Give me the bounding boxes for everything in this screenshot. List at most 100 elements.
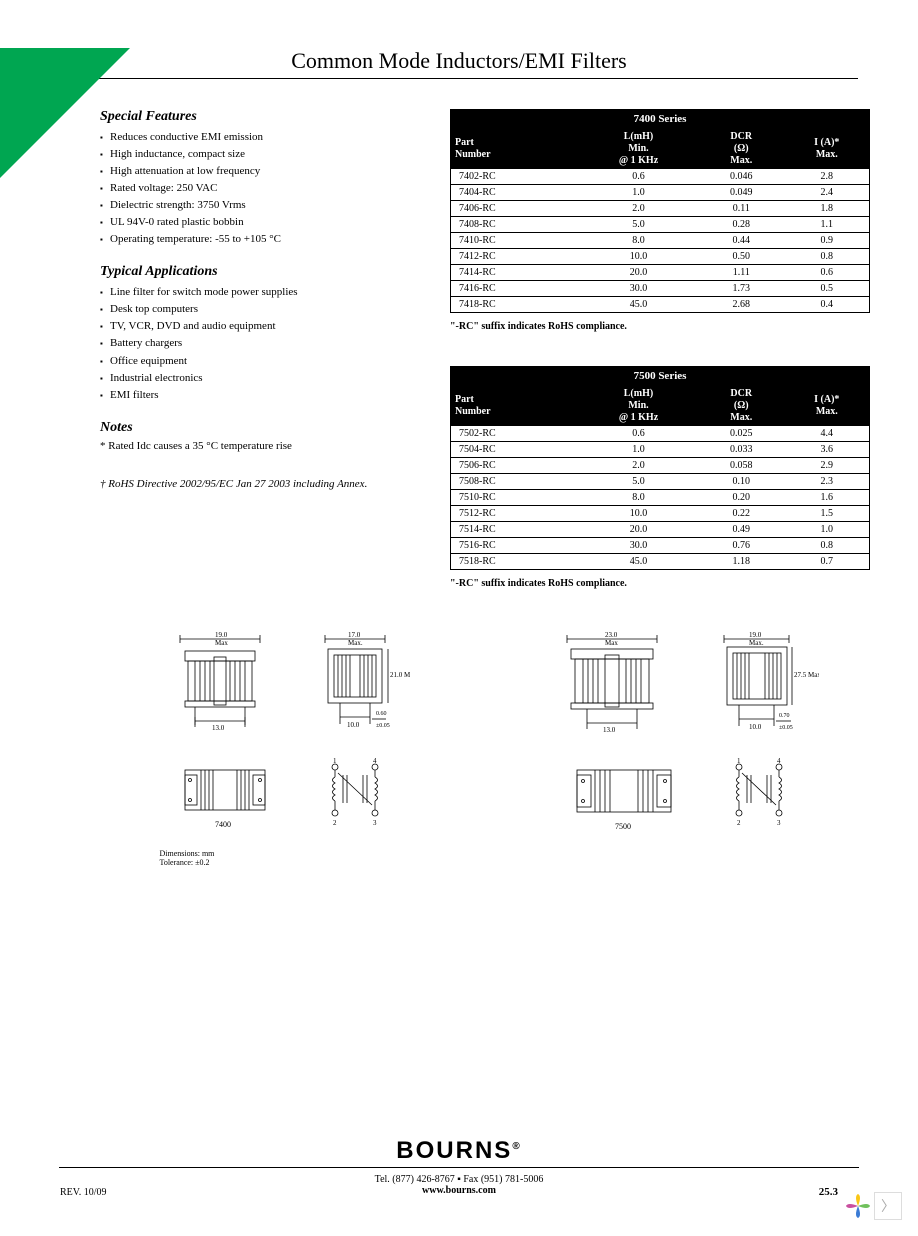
svg-text:Max: Max xyxy=(215,639,228,647)
table-cell: 0.049 xyxy=(698,185,785,201)
corner-accent xyxy=(0,48,130,178)
table-cell: 1.0 xyxy=(579,442,698,458)
list-item: EMI filters xyxy=(100,387,410,404)
svg-text:±0.05: ±0.05 xyxy=(376,723,390,729)
svg-text:2: 2 xyxy=(737,819,741,827)
table-cell: 0.28 xyxy=(698,217,785,233)
table-row: 7414-RC20.01.110.6 xyxy=(451,265,870,281)
table-cell: 0.6 xyxy=(579,426,698,442)
table-cell: 0.22 xyxy=(698,506,785,522)
diagram-7400-side: 17.0Max. 21.0 Max 10.0 0.60±0.05 xyxy=(310,629,410,739)
table-cell: 0.4 xyxy=(785,297,870,313)
svg-text:0.70: 0.70 xyxy=(779,713,790,719)
left-column: Special Features Reduces conductive EMI … xyxy=(100,109,410,589)
table-cell: 0.76 xyxy=(698,538,785,554)
table-row: 7504-RC1.00.0333.6 xyxy=(451,442,870,458)
table-cell: 5.0 xyxy=(579,217,698,233)
svg-text:0.60: 0.60 xyxy=(376,711,387,717)
contact-web: www.bourns.com xyxy=(0,1185,918,1196)
table-row: 7518-RC45.01.180.7 xyxy=(451,554,870,570)
diagram-7500: 23.0Max 13.0 19.0Max. xyxy=(549,629,819,867)
table-cell: 7418-RC xyxy=(451,297,580,313)
table-7500: 7500 Series PartNumber L(mH)Min.@ 1 KHz … xyxy=(450,366,870,570)
table-cell: 0.033 xyxy=(698,442,785,458)
table-cell: 0.6 xyxy=(579,169,698,185)
notes-text: * Rated Idc causes a 35 °C temperature r… xyxy=(100,440,410,452)
table-cell: 7512-RC xyxy=(451,506,580,522)
table-cell: 7502-RC xyxy=(451,426,580,442)
table-cell: 45.0 xyxy=(579,554,698,570)
table-cell: 0.8 xyxy=(785,538,870,554)
table-cell: 0.025 xyxy=(698,426,785,442)
table-cell: 0.10 xyxy=(698,474,785,490)
nav-next-button[interactable]: 〉 xyxy=(874,1192,902,1220)
table-row: 7514-RC20.00.491.0 xyxy=(451,522,870,538)
features-heading: Special Features xyxy=(100,109,410,125)
svg-text:Max: Max xyxy=(605,639,618,647)
table-cell: 0.9 xyxy=(785,233,870,249)
table-cell: 0.20 xyxy=(698,490,785,506)
svg-text:27.5 Max: 27.5 Max xyxy=(794,671,819,679)
col-part: PartNumber xyxy=(451,129,580,169)
svg-text:±0.05: ±0.05 xyxy=(779,725,793,731)
table-cell: 7410-RC xyxy=(451,233,580,249)
table-cell: 7514-RC xyxy=(451,522,580,538)
diagram-7500-front: 23.0Max 13.0 xyxy=(549,629,679,739)
svg-text:1: 1 xyxy=(333,757,337,765)
table-cell: 1.8 xyxy=(785,201,870,217)
table-cell: 3.6 xyxy=(785,442,870,458)
table-cell: 0.50 xyxy=(698,249,785,265)
table-cell: 45.0 xyxy=(579,297,698,313)
svg-text:10.0: 10.0 xyxy=(347,721,360,729)
svg-text:19.0: 19.0 xyxy=(215,631,228,639)
diagram-7500-top: 7500 xyxy=(559,755,689,835)
nav-widget: 〉 xyxy=(844,1192,902,1220)
table-cell: 7412-RC xyxy=(451,249,580,265)
svg-text:3: 3 xyxy=(373,819,377,827)
table-row: 7508-RC5.00.102.3 xyxy=(451,474,870,490)
svg-text:23.0: 23.0 xyxy=(605,631,618,639)
col-i: I (A)*Max. xyxy=(785,386,870,426)
table-cell: 0.11 xyxy=(698,201,785,217)
table-cell: 7508-RC xyxy=(451,474,580,490)
table-cell: 10.0 xyxy=(579,506,698,522)
svg-text:4: 4 xyxy=(373,757,377,765)
table-cell: 7414-RC xyxy=(451,265,580,281)
table-cell: 2.68 xyxy=(698,297,785,313)
table-cell: 1.18 xyxy=(698,554,785,570)
svg-text:10.0: 10.0 xyxy=(749,723,762,731)
table-row: 7512-RC10.00.221.5 xyxy=(451,506,870,522)
series-7500-title: 7500 Series xyxy=(451,367,870,387)
page-title: Common Mode Inductors/EMI Filters xyxy=(0,48,918,74)
table-cell: 30.0 xyxy=(579,538,698,554)
table-cell: 0.5 xyxy=(785,281,870,297)
svg-text:1: 1 xyxy=(737,757,741,765)
table-row: 7510-RC8.00.201.6 xyxy=(451,490,870,506)
footer: BOURNS® Tel. (877) 426-8767 ▪ Fax (951) … xyxy=(0,1137,918,1196)
table-cell: 7406-RC xyxy=(451,201,580,217)
table-row: 7516-RC30.00.760.8 xyxy=(451,538,870,554)
table-cell: 20.0 xyxy=(579,265,698,281)
svg-text:4: 4 xyxy=(777,757,781,765)
applications-list: Line filter for switch mode power suppli… xyxy=(100,284,410,403)
table-row: 7506-RC2.00.0582.9 xyxy=(451,458,870,474)
svg-text:7400: 7400 xyxy=(215,820,231,829)
compliance-note-2: "-RC" suffix indicates RoHS compliance. xyxy=(450,578,870,589)
table-cell: 2.0 xyxy=(579,458,698,474)
table-cell: 2.8 xyxy=(785,169,870,185)
col-i: I (A)*Max. xyxy=(785,129,870,169)
table-cell: 20.0 xyxy=(579,522,698,538)
applications-heading: Typical Applications xyxy=(100,264,410,280)
svg-text:Max.: Max. xyxy=(749,639,764,647)
table-cell: 7506-RC xyxy=(451,458,580,474)
list-item: Operating temperature: -55 to +105 °C xyxy=(100,231,410,248)
list-item: Reduces conductive EMI emission xyxy=(100,129,410,146)
table-row: 7410-RC8.00.440.9 xyxy=(451,233,870,249)
contact-tel: Tel. (877) 426-8767 ▪ Fax (951) 781-5006 xyxy=(0,1174,918,1185)
svg-text:13.0: 13.0 xyxy=(603,726,616,734)
table-cell: 7402-RC xyxy=(451,169,580,185)
col-l: L(mH)Min.@ 1 KHz xyxy=(579,129,698,169)
table-row: 7418-RC45.02.680.4 xyxy=(451,297,870,313)
list-item: Battery chargers xyxy=(100,335,410,352)
dimensions-note: Dimensions: mmTolerance: ±0.2 xyxy=(160,849,215,867)
